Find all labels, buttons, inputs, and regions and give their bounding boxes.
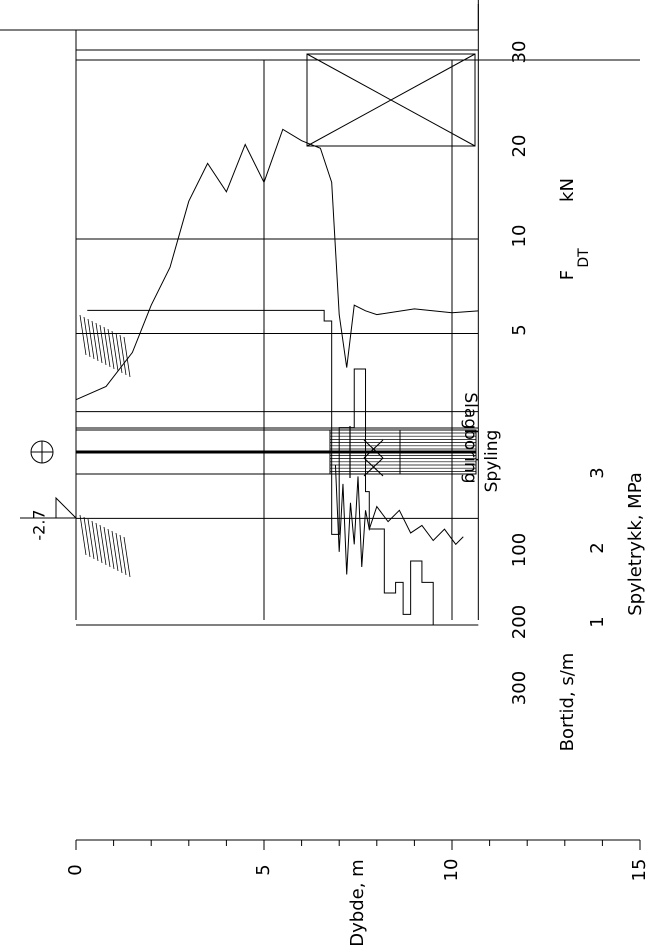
ground-hatch-line [99, 324, 107, 366]
ground-hatch-line [95, 522, 103, 564]
ground-hatch-line [91, 320, 99, 362]
force-axis-subscript: DT [576, 248, 592, 268]
depth-tick-label: 10 [441, 859, 462, 882]
force-tick-label: 5 [509, 324, 530, 335]
ground-hatch-line [83, 516, 91, 558]
depth-axis-title: Dybde, m [347, 859, 368, 946]
bortid-tick-label: 200 [509, 605, 530, 639]
force-tick-label: 20 [509, 135, 530, 158]
ground-hatch-line [107, 528, 115, 570]
ground-hatch-line [111, 530, 119, 572]
ground-hatch-line [115, 532, 123, 574]
ground-hatch-line [119, 334, 127, 376]
spyletrykk-tick-label: 3 [587, 467, 608, 478]
elevation-label: -2.7 [30, 509, 49, 540]
chart-labels: 0 5 10 15 Dybde, m -2.7 300 200 100 Bortid, s/m 1 2… [30, 41, 651, 947]
ground-hatch-line [83, 316, 91, 358]
force-tick-label: 30 [509, 41, 530, 64]
ground-hatch-line [111, 330, 119, 372]
force-axis-unit: kN [557, 178, 578, 202]
ground-hatch-line [95, 322, 103, 364]
spyletrykk-tick-label: 1 [587, 616, 608, 627]
force-crossed-box [306, 53, 476, 147]
bortid-tick-label: 100 [509, 533, 530, 567]
series-bortid-line [87, 309, 434, 625]
method-label-slagboring: Slagboring [460, 392, 480, 483]
spyletrykk-tick-label: 2 [587, 542, 608, 553]
method-cross-line [363, 439, 384, 459]
force-axis-title: F [557, 270, 578, 280]
ground-hatch-line [99, 524, 107, 566]
bortid-tick-label: 300 [509, 671, 530, 705]
bortid-axis-title: Bortid, s/m [557, 653, 578, 752]
ground-hatch-line [87, 318, 95, 360]
ground-hatch-line [123, 536, 131, 578]
force-crossed-box-diagonal [306, 53, 476, 147]
ground-hatch-line [123, 336, 131, 378]
method-label-spyling: Spyling [482, 430, 502, 493]
series-spyletrykk-line [334, 465, 464, 575]
depth-tick-label: 15 [629, 859, 650, 882]
force-tick-label: 10 [509, 225, 530, 248]
ground-hatch-line [79, 514, 87, 556]
method-cross-line [363, 457, 384, 477]
ground-hatch-line [107, 328, 115, 370]
ground-hatch-line [119, 534, 127, 576]
elevation-triangle-marker [55, 496, 78, 519]
ground-hatch-line [87, 518, 95, 560]
chart-lines [0, 0, 641, 850]
ground-hatch-line [91, 520, 99, 562]
ground-hatch-line [79, 314, 87, 356]
series-force-line [75, 128, 479, 401]
depth-tick-label: 5 [253, 864, 274, 875]
ground-hatch-line [103, 526, 111, 568]
spyletrykk-axis-title: Spyletrykk, MPa [625, 472, 646, 616]
ground-hatch-line [103, 326, 111, 368]
depth-tick-label: 0 [65, 864, 86, 875]
